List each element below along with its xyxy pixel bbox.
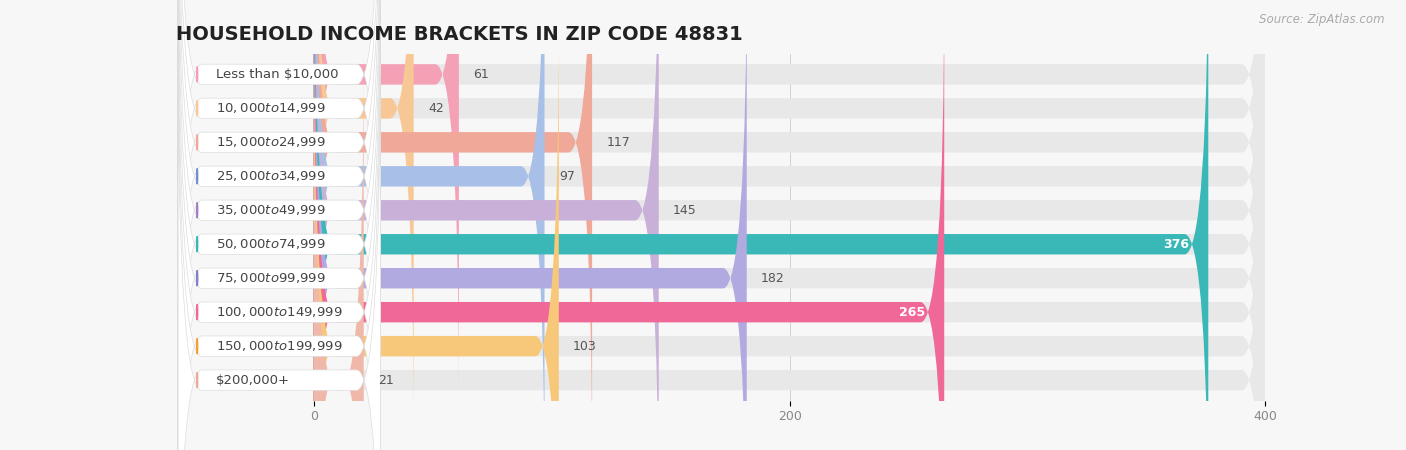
FancyBboxPatch shape <box>314 50 364 450</box>
Text: 42: 42 <box>427 102 444 115</box>
FancyBboxPatch shape <box>314 0 544 450</box>
FancyBboxPatch shape <box>314 0 1265 450</box>
FancyBboxPatch shape <box>314 0 1265 450</box>
Text: 145: 145 <box>673 204 697 217</box>
FancyBboxPatch shape <box>314 0 1265 438</box>
Text: 182: 182 <box>761 272 785 285</box>
FancyBboxPatch shape <box>314 17 558 450</box>
FancyBboxPatch shape <box>314 0 1208 450</box>
Text: $35,000 to $49,999: $35,000 to $49,999 <box>217 203 326 217</box>
FancyBboxPatch shape <box>179 0 381 404</box>
FancyBboxPatch shape <box>179 17 381 450</box>
Text: 117: 117 <box>606 136 630 149</box>
Text: 97: 97 <box>558 170 575 183</box>
Text: $50,000 to $74,999: $50,000 to $74,999 <box>217 237 326 251</box>
Text: 21: 21 <box>378 374 394 387</box>
FancyBboxPatch shape <box>179 0 381 450</box>
FancyBboxPatch shape <box>179 50 381 450</box>
Text: $75,000 to $99,999: $75,000 to $99,999 <box>217 271 326 285</box>
FancyBboxPatch shape <box>179 0 381 450</box>
Text: $15,000 to $24,999: $15,000 to $24,999 <box>217 135 326 149</box>
FancyBboxPatch shape <box>314 0 747 450</box>
FancyBboxPatch shape <box>314 50 1265 450</box>
FancyBboxPatch shape <box>314 0 1265 450</box>
FancyBboxPatch shape <box>179 0 381 450</box>
FancyBboxPatch shape <box>179 0 381 450</box>
Text: $200,000+: $200,000+ <box>217 374 290 387</box>
Text: Source: ZipAtlas.com: Source: ZipAtlas.com <box>1260 14 1385 27</box>
FancyBboxPatch shape <box>314 0 413 438</box>
Text: HOUSEHOLD INCOME BRACKETS IN ZIP CODE 48831: HOUSEHOLD INCOME BRACKETS IN ZIP CODE 48… <box>176 25 742 44</box>
Text: $25,000 to $34,999: $25,000 to $34,999 <box>217 169 326 183</box>
FancyBboxPatch shape <box>314 0 458 404</box>
FancyBboxPatch shape <box>314 0 1265 450</box>
Text: 103: 103 <box>574 340 596 353</box>
FancyBboxPatch shape <box>314 17 1265 450</box>
Text: 265: 265 <box>898 306 925 319</box>
FancyBboxPatch shape <box>314 0 659 450</box>
Text: 376: 376 <box>1163 238 1189 251</box>
FancyBboxPatch shape <box>314 0 945 450</box>
FancyBboxPatch shape <box>179 0 381 450</box>
Text: $150,000 to $199,999: $150,000 to $199,999 <box>217 339 343 353</box>
Text: 61: 61 <box>474 68 489 81</box>
FancyBboxPatch shape <box>314 0 592 450</box>
FancyBboxPatch shape <box>179 0 381 438</box>
Text: $100,000 to $149,999: $100,000 to $149,999 <box>217 305 343 319</box>
FancyBboxPatch shape <box>314 0 1265 450</box>
FancyBboxPatch shape <box>179 0 381 450</box>
FancyBboxPatch shape <box>314 0 1265 450</box>
FancyBboxPatch shape <box>314 0 1265 404</box>
Text: $10,000 to $14,999: $10,000 to $14,999 <box>217 101 326 115</box>
Text: Less than $10,000: Less than $10,000 <box>217 68 339 81</box>
